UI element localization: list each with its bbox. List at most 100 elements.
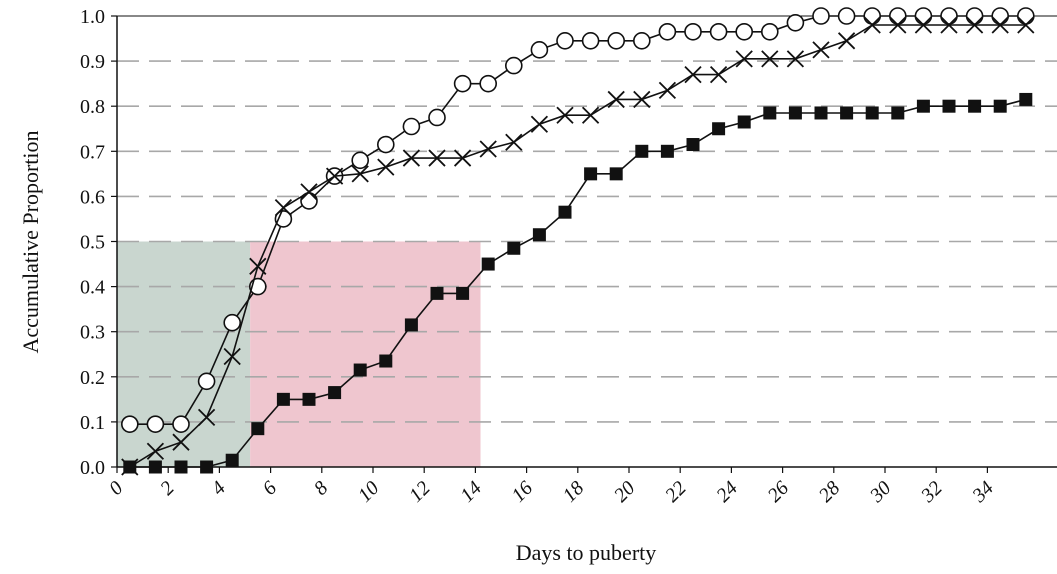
data-point-square bbox=[123, 460, 137, 474]
data-point-circle bbox=[530, 41, 549, 59]
data-point-cross bbox=[428, 149, 446, 167]
data-point-cross bbox=[300, 183, 318, 201]
y-tick-label: 0.7 bbox=[80, 141, 105, 163]
x-tick-label: 20 bbox=[610, 477, 640, 507]
data-point-square bbox=[328, 386, 342, 400]
data-point-square bbox=[584, 167, 598, 181]
data-point-cross bbox=[453, 149, 472, 167]
data-point-cross bbox=[479, 140, 497, 158]
data-point-circle bbox=[888, 7, 907, 25]
data-point-circle bbox=[428, 108, 446, 127]
data-point-square bbox=[430, 286, 444, 300]
data-point-cross bbox=[581, 106, 600, 124]
data-point-cross bbox=[914, 16, 933, 34]
data-point-cross bbox=[223, 347, 241, 366]
x-tick-label: 14 bbox=[456, 477, 486, 507]
data-point-square bbox=[814, 106, 828, 120]
data-point-square bbox=[737, 115, 751, 129]
data-point-circle bbox=[658, 22, 677, 41]
data-point-cross bbox=[249, 257, 267, 275]
data-point-circle bbox=[965, 7, 984, 25]
data-point-circle bbox=[581, 32, 600, 50]
data-point-circle bbox=[837, 7, 856, 25]
data-point-square bbox=[251, 422, 265, 436]
data-point-square bbox=[558, 205, 572, 219]
y-axis-label: Accumulative Proportion bbox=[18, 130, 43, 353]
data-point-square bbox=[148, 460, 162, 474]
data-point-cross bbox=[889, 16, 907, 34]
data-point-circle bbox=[172, 415, 190, 433]
data-point-square bbox=[379, 354, 393, 368]
x-axis-label: Days to puberty bbox=[516, 540, 657, 565]
data-point-cross bbox=[684, 65, 702, 84]
y-tick-label: 0.3 bbox=[80, 322, 105, 344]
data-point-circle bbox=[146, 415, 165, 433]
x-tick-label: 26 bbox=[763, 477, 793, 507]
x-tick-label: 28 bbox=[815, 477, 845, 507]
data-point-cross bbox=[325, 167, 344, 185]
data-point-square bbox=[456, 286, 470, 300]
data-point-cross bbox=[863, 16, 881, 34]
data-point-circle bbox=[197, 372, 216, 391]
data-point-circle bbox=[760, 22, 779, 41]
data-point-circle bbox=[991, 7, 1010, 25]
data-point-square bbox=[404, 318, 418, 332]
x-tick-label: 34 bbox=[968, 477, 998, 507]
data-point-square bbox=[968, 99, 982, 113]
data-point-square bbox=[200, 460, 214, 474]
x-tick-label: 18 bbox=[559, 477, 589, 507]
data-point-square bbox=[763, 106, 777, 120]
data-point-cross bbox=[607, 90, 625, 109]
data-point-circle bbox=[812, 7, 830, 25]
data-point-square bbox=[942, 99, 956, 113]
data-point-cross bbox=[377, 158, 395, 176]
x-tick-label: 4 bbox=[207, 477, 230, 500]
data-point-cross bbox=[812, 41, 830, 59]
y-tick-label: 0.5 bbox=[80, 232, 105, 254]
y-tick-label: 0.9 bbox=[80, 51, 105, 73]
data-point-cross bbox=[146, 442, 165, 460]
data-point-square bbox=[788, 106, 802, 120]
data-point-circle bbox=[607, 32, 626, 50]
data-point-cross bbox=[965, 16, 984, 34]
data-point-circle bbox=[863, 7, 882, 25]
x-tick-label: 2 bbox=[156, 477, 179, 500]
y-tick-label: 0.0 bbox=[80, 457, 105, 479]
data-point-cross bbox=[274, 199, 293, 217]
data-point-cross bbox=[786, 50, 805, 68]
data-point-circle bbox=[940, 7, 958, 25]
x-tick-label: 16 bbox=[507, 477, 537, 507]
data-point-circle bbox=[735, 22, 754, 41]
data-point-square bbox=[865, 106, 879, 120]
data-point-square bbox=[712, 122, 726, 136]
y-tick-label: 0.4 bbox=[80, 277, 105, 299]
data-point-circle bbox=[504, 56, 523, 75]
series-filled-square bbox=[123, 92, 1033, 474]
data-point-square bbox=[302, 392, 316, 406]
data-point-cross bbox=[991, 16, 1009, 34]
data-point-circle bbox=[479, 74, 498, 93]
data-point-square bbox=[353, 363, 367, 377]
data-point-circle bbox=[351, 151, 370, 170]
data-point-cross bbox=[709, 65, 728, 84]
data-point-circle bbox=[121, 415, 139, 433]
x-ticks: 0 2 4 6 8 10 12 14 16 18 20 22 24 26 28 30 32 34 bbox=[105, 467, 998, 507]
y-tick-label: 0.2 bbox=[80, 367, 105, 389]
data-point-square bbox=[609, 167, 623, 181]
data-point-circle bbox=[914, 7, 933, 25]
data-point-cross bbox=[172, 433, 190, 451]
data-point-cross bbox=[402, 149, 421, 167]
data-point-square bbox=[635, 144, 649, 158]
data-point-square bbox=[891, 106, 905, 120]
series-line bbox=[129, 24, 1026, 468]
data-point-cross bbox=[351, 165, 369, 183]
data-point-square bbox=[840, 106, 854, 120]
data-point-square bbox=[686, 138, 700, 152]
shaded-region-1 bbox=[250, 241, 481, 467]
data-point-square bbox=[225, 453, 239, 467]
data-point-cross bbox=[735, 50, 753, 68]
data-point-cross bbox=[940, 16, 958, 34]
x-tick-label: 12 bbox=[405, 477, 435, 507]
y-tick-label: 1.0 bbox=[80, 6, 105, 28]
data-point-circle bbox=[632, 32, 651, 50]
